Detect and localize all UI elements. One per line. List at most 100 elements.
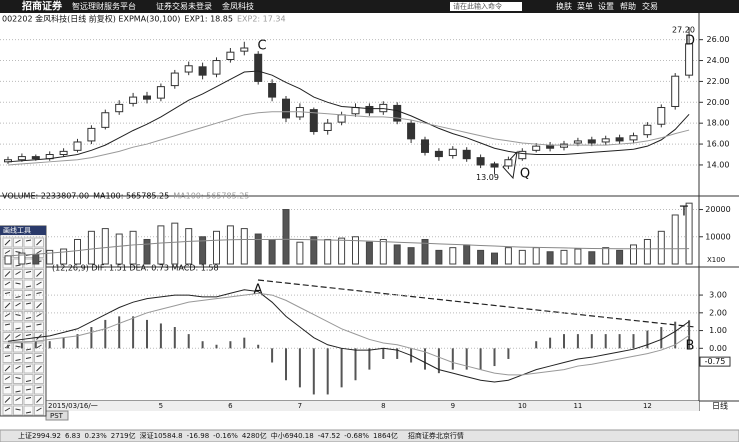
tool-icon (15, 239, 21, 244)
tool-button[interactable] (34, 374, 44, 384)
command-input[interactable] (450, 2, 522, 11)
tool-icon (36, 365, 42, 372)
candle-body (170, 72, 179, 87)
date-label: 10 (518, 402, 527, 410)
volume-bar (101, 228, 109, 265)
candle-body (601, 138, 610, 143)
tool-button[interactable] (23, 300, 34, 311)
menu-button[interactable]: 设置 (598, 1, 614, 11)
tool-icon (4, 355, 11, 357)
tool-button[interactable] (23, 269, 34, 279)
tool-button[interactable] (2, 374, 13, 384)
tool-icon (25, 348, 32, 351)
tool-button[interactable] (13, 237, 23, 248)
tool-button[interactable] (23, 342, 34, 353)
tool-icon (15, 296, 21, 298)
tool-icon (36, 407, 42, 412)
tool-icon (25, 317, 32, 319)
tool-button[interactable] (34, 353, 44, 363)
tool-button[interactable] (34, 311, 44, 321)
tool-button[interactable] (13, 384, 23, 395)
menu-item[interactable]: 金凤科技 (222, 1, 254, 11)
y-tick-label: 20000 (705, 205, 730, 214)
tool-button[interactable] (2, 405, 13, 416)
tool-button[interactable] (34, 384, 44, 395)
menu-button[interactable]: 帮助 (620, 1, 636, 11)
volume-bar (32, 253, 40, 265)
candle-body (59, 150, 68, 156)
volume-bar (296, 241, 304, 265)
exp-line (7, 111, 690, 166)
tool-button[interactable] (23, 279, 34, 290)
menu-item[interactable]: 证券交易未登录 (156, 1, 212, 11)
tool-button[interactable] (23, 332, 34, 342)
tool-button[interactable] (13, 311, 23, 321)
highlight-label: -0.75 (705, 357, 726, 366)
tool-button[interactable] (13, 269, 23, 279)
tool-button[interactable] (13, 279, 23, 290)
tool-button[interactable] (13, 353, 23, 363)
logo: 招商证券 (22, 0, 63, 13)
candle-body (476, 157, 485, 166)
y-tick-label: 14.00 (707, 160, 730, 169)
candle-body (323, 122, 332, 131)
volume-bar (421, 238, 429, 265)
volume-bar (240, 228, 248, 265)
period-label: 日线 (712, 401, 728, 411)
menu-button[interactable]: 换肤 (556, 1, 572, 11)
y-tick-label: 10000 (705, 232, 730, 241)
tool-button[interactable] (34, 405, 44, 416)
tool-button[interactable] (13, 321, 23, 332)
tool-button[interactable] (23, 237, 34, 248)
annotation: C (257, 39, 266, 54)
tool-icon (25, 365, 32, 368)
tool-icon (36, 250, 42, 254)
candle-body (282, 98, 290, 119)
tool-icon (4, 250, 11, 254)
tool-button[interactable] (2, 279, 13, 290)
candle-body (434, 150, 443, 158)
candle-body (365, 105, 374, 114)
tool-button[interactable] (13, 395, 23, 405)
tool-button[interactable] (2, 311, 13, 321)
volume-bar (407, 247, 415, 265)
tool-button[interactable] (23, 395, 34, 405)
volume-bar (199, 236, 207, 265)
menu-item[interactable]: 智远理财服务平台 (72, 1, 136, 11)
tool-button[interactable] (2, 321, 13, 332)
tool-button[interactable] (2, 353, 13, 363)
candle-body (87, 127, 96, 142)
candle-body (17, 156, 26, 161)
tool-icon (15, 302, 21, 307)
tool-button[interactable] (23, 405, 34, 416)
tool-icon (15, 397, 21, 401)
tool-button[interactable] (13, 363, 23, 374)
tool-button[interactable] (13, 300, 23, 311)
date-label: 2015/03/16/一 (48, 402, 98, 410)
tool-button[interactable] (34, 279, 44, 290)
menu-button[interactable]: 菜单 (577, 1, 593, 11)
exp-line (7, 70, 690, 163)
tool-button[interactable] (23, 363, 34, 374)
tool-button[interactable] (34, 342, 44, 353)
tool-icon (15, 327, 21, 330)
tool-button[interactable] (23, 311, 34, 321)
candle-body (573, 140, 582, 144)
volume-bar (393, 244, 401, 265)
volume-bar (171, 222, 179, 265)
tool-button[interactable] (13, 405, 23, 416)
menu-button[interactable]: 交易 (642, 1, 658, 11)
tool-button[interactable] (13, 374, 23, 384)
date-label: 6 (228, 402, 233, 410)
tool-button[interactable] (13, 332, 23, 342)
tool-icon (36, 281, 42, 286)
tool-button[interactable] (23, 374, 34, 384)
command-placeholder: 请在此输入命令 (453, 2, 502, 11)
volume-bar (352, 236, 359, 265)
tool-button[interactable] (2, 290, 13, 300)
volume-bar (518, 249, 526, 265)
tool-icon (15, 359, 21, 361)
tool-button[interactable] (34, 321, 44, 332)
candle-body (240, 47, 249, 52)
tool-button[interactable] (2, 384, 13, 395)
